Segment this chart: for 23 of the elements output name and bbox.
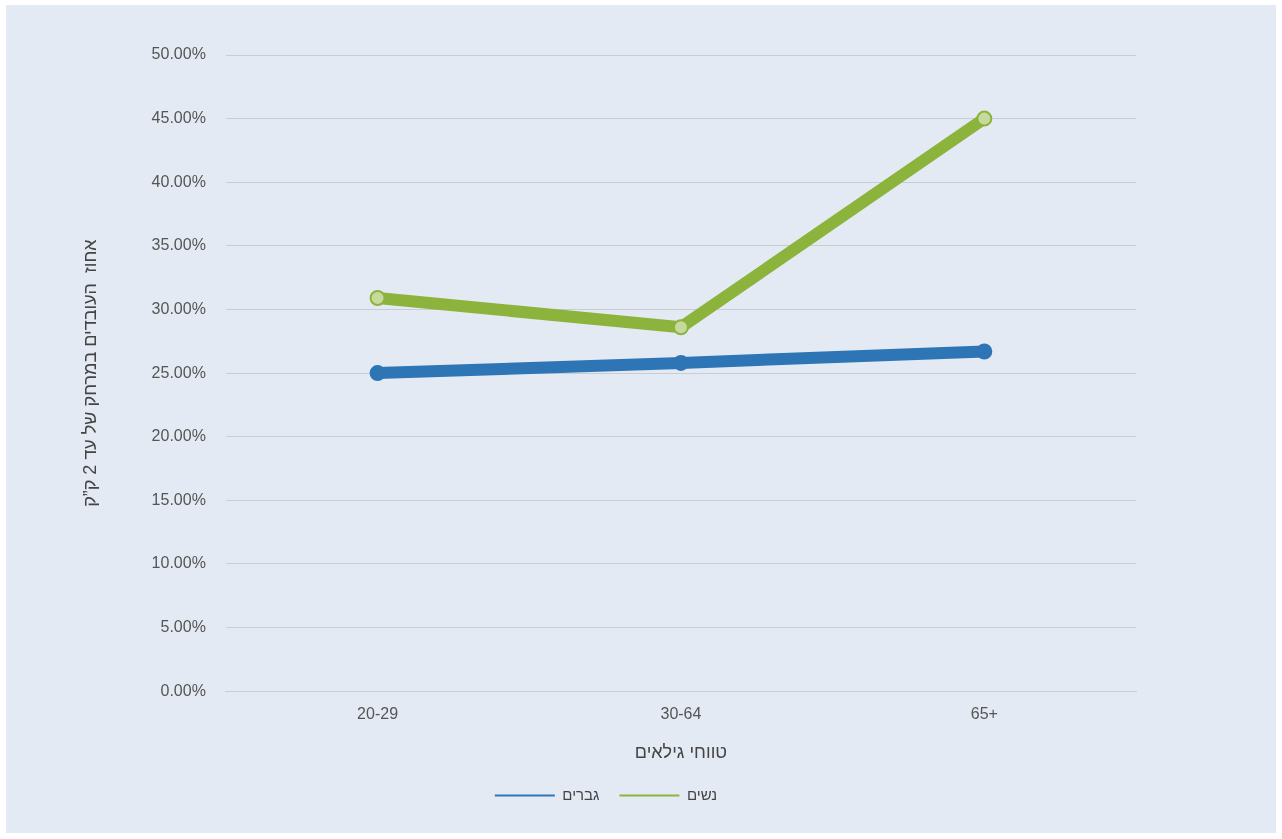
legend-label: גברים xyxy=(562,785,600,803)
y-tick-label: 30.00% xyxy=(151,299,206,317)
y-tick-label: 10.00% xyxy=(151,554,206,572)
point xyxy=(369,290,386,307)
y-tick-label: 35.00% xyxy=(151,236,206,254)
y-tick-label: 20.00% xyxy=(151,427,206,445)
point xyxy=(672,319,689,336)
y-tick-label: 50.00% xyxy=(151,45,206,63)
x-tick-label: 20-29 xyxy=(357,705,399,723)
y-tick-label: 45.00% xyxy=(151,109,206,127)
y-tick-label: 15.00% xyxy=(151,490,206,508)
y-axis-title: אחוז העובדים במרחק של עד 2 ק”ק xyxy=(79,238,100,507)
legend-label: נשים xyxy=(686,785,718,803)
x-tick-label: 30-64 xyxy=(660,705,702,723)
point xyxy=(369,365,386,382)
y-tick-label: 0.00% xyxy=(160,681,206,699)
y-tick-label: 5.00% xyxy=(160,617,206,635)
point xyxy=(976,343,993,360)
point xyxy=(976,110,993,127)
y-tick-label: 40.00% xyxy=(151,172,206,190)
x-axis-title: טווחי גילאים xyxy=(634,742,728,763)
x-tick-label: 65+ xyxy=(970,705,998,723)
y-tick-label: 25.00% xyxy=(151,363,206,381)
